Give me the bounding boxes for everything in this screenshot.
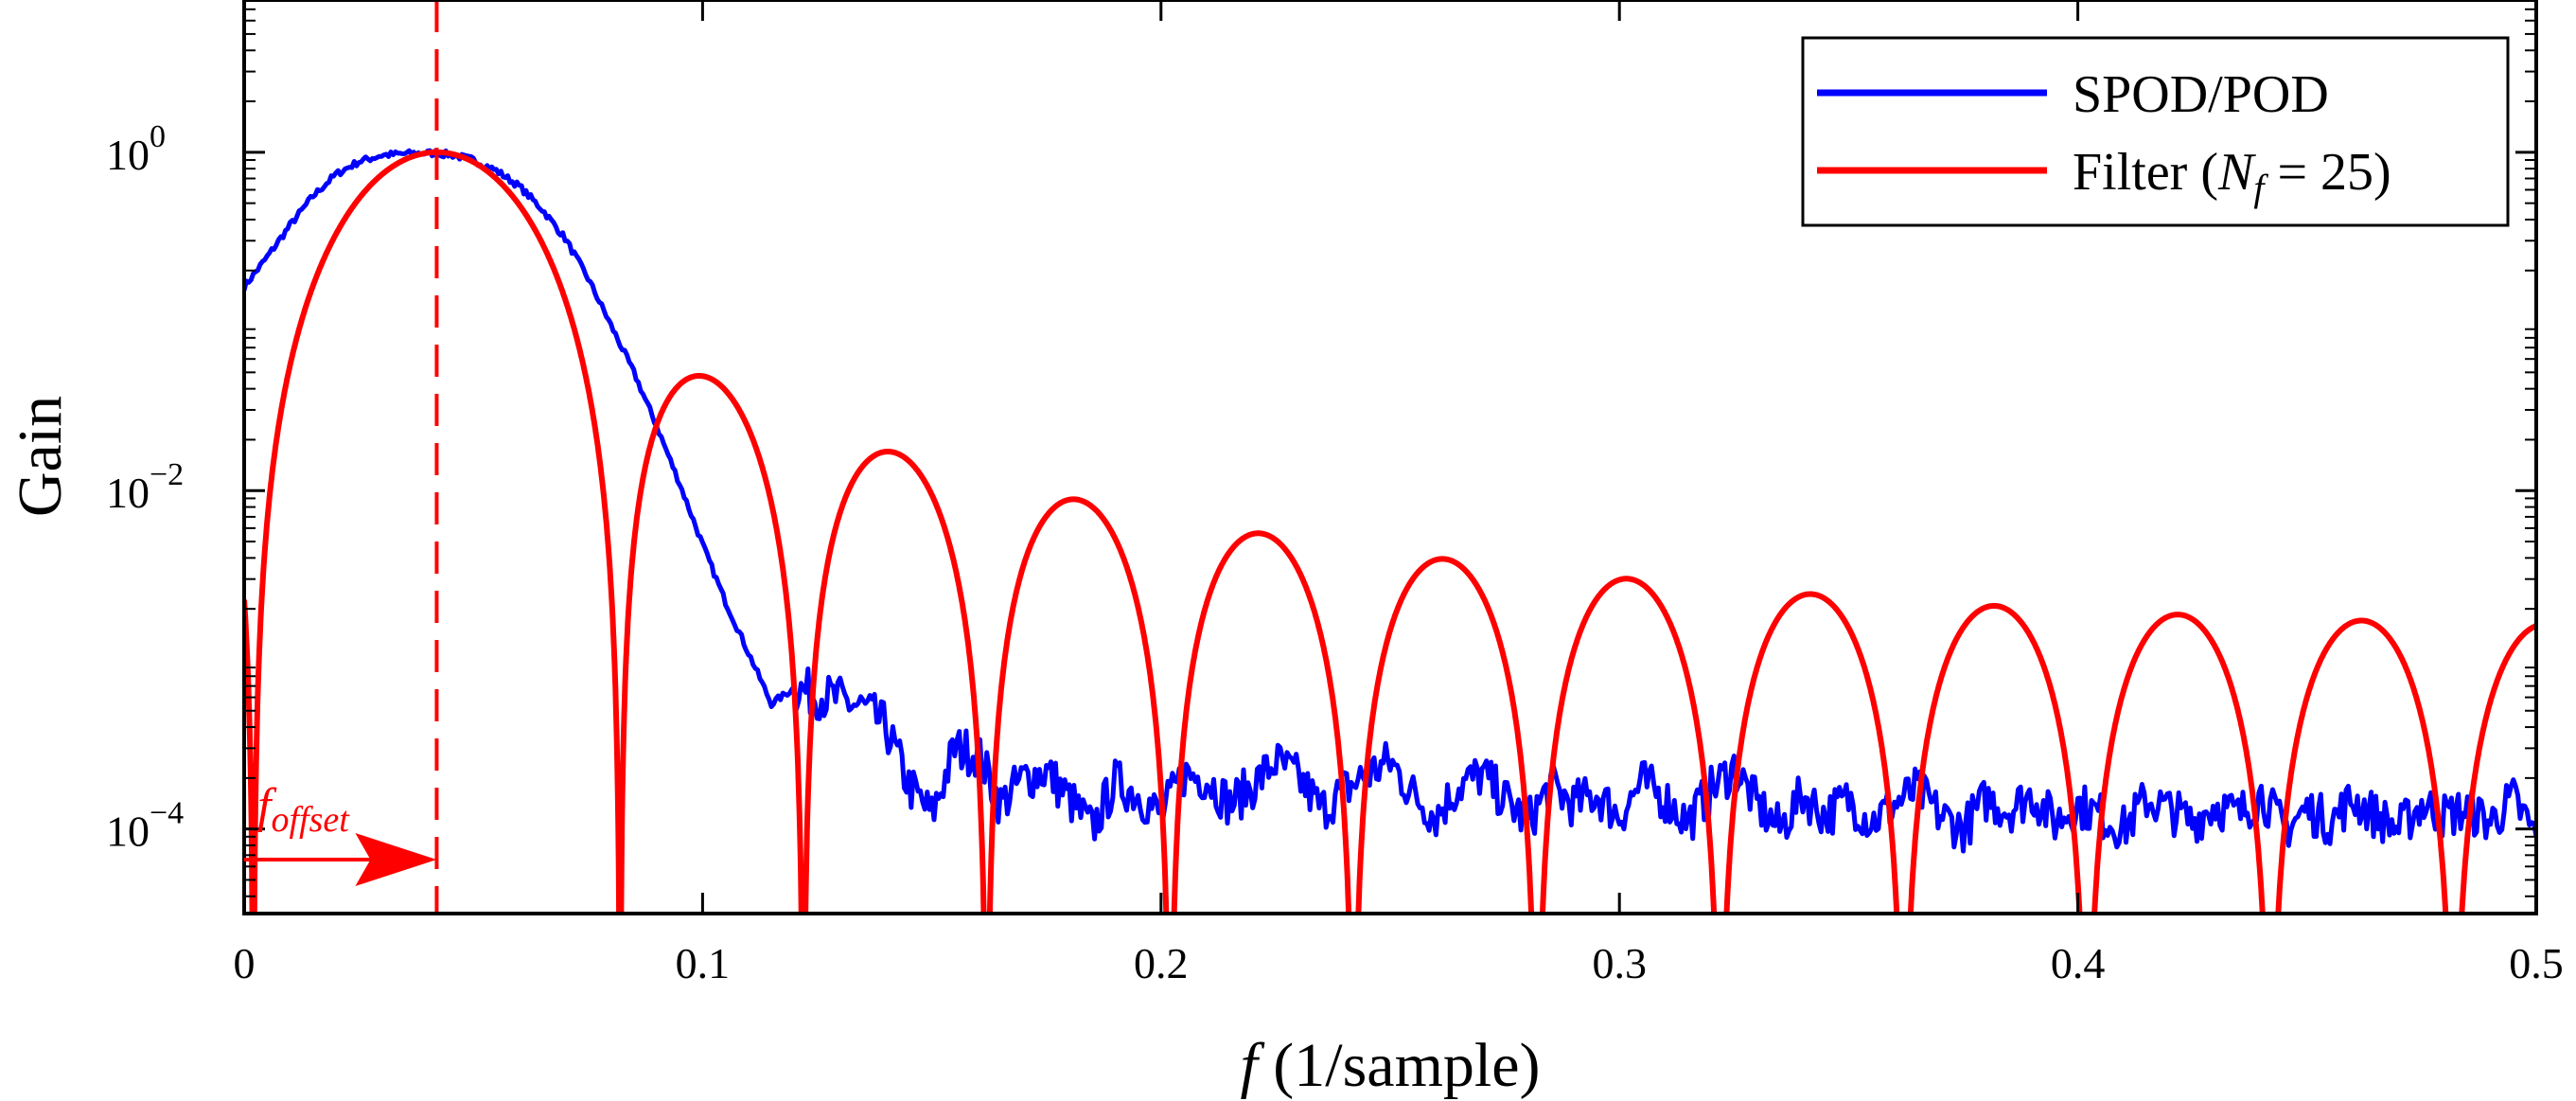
y-tick-label: 10−2	[106, 457, 184, 517]
x-tick-labels: 0 0.1 0.2 0.3 0.4 0.5	[234, 939, 2564, 987]
y-tick-label: 100	[106, 119, 166, 179]
legend-label-filter: Filter (Nf = 25)	[2073, 143, 2391, 209]
y-axis-title: Gain	[6, 396, 75, 517]
f-offset-label: foffset	[257, 779, 350, 840]
x-tick-label: 0.5	[2509, 939, 2564, 987]
x-tick-label: 0	[234, 939, 256, 987]
f-offset-arrow-head	[355, 833, 437, 886]
y-tick-labels: 100 10−2 10−4	[106, 119, 184, 856]
x-tick-label: 0.4	[2051, 939, 2106, 987]
legend-box	[1801, 36, 2510, 227]
y-tick-label: 10−4	[106, 796, 184, 856]
axes-frame	[242, 0, 2538, 915]
x-axis-title: f (1/sample)	[1240, 1031, 1540, 1100]
legend: SPOD/POD Filter (Nf = 25)	[1801, 36, 2510, 227]
tick-marks	[242, 0, 2538, 914]
x-tick-label: 0.3	[1592, 939, 1647, 987]
series-spod-pod-line	[244, 148, 2536, 854]
series-filter-line	[244, 149, 2536, 914]
x-tick-label: 0.1	[676, 939, 731, 987]
x-tick-label: 0.2	[1134, 939, 1189, 987]
legend-label-spod: SPOD/POD	[2073, 65, 2329, 124]
f-offset-annotation: foffset	[244, 779, 437, 886]
